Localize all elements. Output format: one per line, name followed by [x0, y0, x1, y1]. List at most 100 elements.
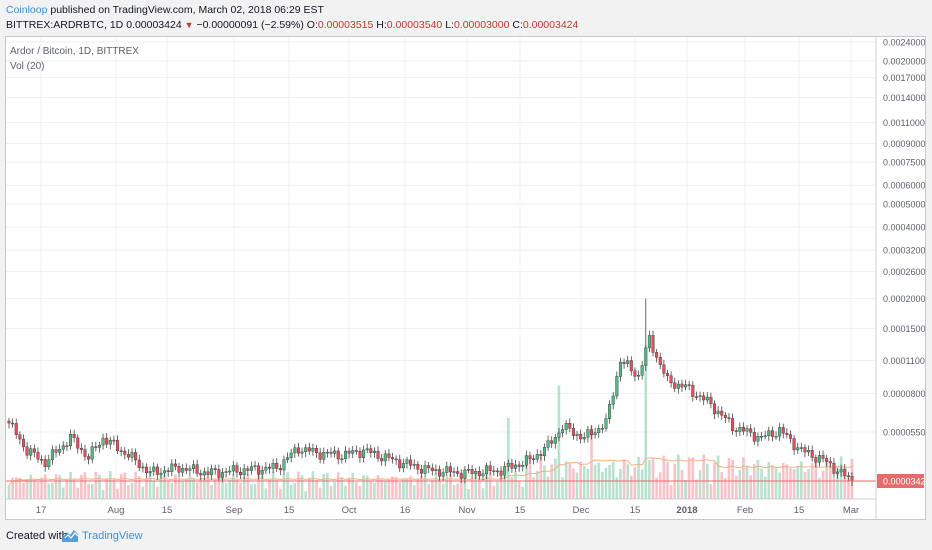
candle-body — [796, 447, 800, 451]
volume-bar — [333, 482, 336, 499]
candle-body — [173, 463, 177, 467]
volume-bar — [156, 486, 159, 499]
x-tick-label: 15 — [630, 505, 641, 516]
candle-body — [144, 466, 148, 474]
volume-bar — [127, 485, 130, 499]
volume-bar — [478, 479, 481, 499]
candle-body — [600, 428, 604, 430]
volume-bar — [800, 461, 803, 499]
volume-bar — [322, 473, 326, 499]
volume-bar — [691, 457, 695, 499]
volume-bar — [192, 478, 195, 499]
candle-body — [65, 445, 69, 447]
candle-body — [763, 435, 767, 437]
candle-body — [170, 463, 174, 472]
candle-body — [112, 439, 116, 442]
candle-body — [405, 459, 409, 464]
candle-body — [810, 450, 814, 458]
volume-bar — [282, 474, 286, 499]
tradingview-link[interactable]: TradingView — [82, 530, 143, 542]
candle-body — [220, 472, 224, 478]
volume-bar — [69, 471, 72, 499]
candle-body — [749, 428, 753, 433]
candle-body — [192, 464, 196, 470]
candle-body — [524, 455, 528, 466]
candle-body — [365, 448, 369, 451]
volume-bar — [369, 480, 373, 499]
tradingview-logo-icon[interactable] — [62, 528, 78, 542]
candle-body — [550, 440, 554, 444]
candle-body — [821, 455, 825, 459]
volume-bar — [832, 476, 836, 499]
volume-bar — [148, 472, 152, 499]
candle-body — [481, 473, 485, 477]
candle-body — [568, 423, 572, 429]
volume-bar — [445, 475, 449, 499]
volume-bar — [246, 473, 250, 499]
candle-body — [716, 410, 720, 414]
candle-body — [195, 464, 199, 474]
volume-bar — [206, 476, 210, 499]
candle-body — [296, 447, 300, 454]
volume-bar — [275, 479, 279, 499]
author-link[interactable]: Coinloop — [6, 4, 48, 16]
candle-body — [738, 427, 742, 432]
volume-bar — [557, 385, 561, 499]
candle-body — [850, 475, 854, 482]
volume-bar — [228, 480, 232, 499]
volume-bar — [213, 478, 217, 499]
volume-bar — [839, 456, 843, 499]
volume-bar — [76, 487, 80, 499]
candle-body — [47, 459, 51, 467]
candle-body — [224, 471, 228, 473]
candle-body — [713, 403, 717, 414]
candle-body — [691, 384, 695, 397]
volume-bar — [709, 484, 713, 499]
candle-body — [369, 448, 373, 454]
candle-body — [817, 455, 821, 463]
volume-indicator-label[interactable]: Vol (20) — [10, 61, 45, 72]
volume-bar — [307, 477, 311, 499]
volume-bar — [720, 472, 724, 499]
candle-body — [438, 469, 442, 477]
volume-bar — [575, 472, 579, 499]
candle-body — [608, 404, 612, 419]
volume-bar — [637, 457, 640, 499]
volume-bar — [427, 483, 430, 499]
volume-ma-line — [8, 457, 853, 486]
candle-body — [137, 459, 141, 468]
volume-bar — [564, 461, 568, 499]
candle-body — [354, 450, 358, 452]
candle-body — [535, 454, 539, 460]
volume-bar — [684, 479, 687, 499]
volume-bar — [123, 472, 127, 499]
volume-bar — [109, 471, 112, 499]
volume-bar — [391, 476, 394, 499]
volume-bar — [463, 475, 467, 499]
candle-body — [510, 462, 514, 469]
candle-body — [141, 466, 145, 469]
volume-bar — [380, 479, 383, 499]
candle-body — [788, 434, 792, 439]
candle-body — [644, 347, 648, 366]
volume-bar — [177, 478, 181, 499]
volume-bar — [423, 477, 427, 499]
candle-body — [470, 469, 474, 474]
volume-bar — [561, 477, 564, 499]
candle-body — [333, 450, 337, 454]
x-tick-label: 17 — [36, 505, 47, 516]
candle-body — [394, 458, 398, 461]
volume-bar — [29, 474, 33, 499]
candle-body — [383, 453, 387, 462]
volume-bar — [818, 477, 821, 499]
volume-bar — [152, 481, 156, 499]
candle-body — [756, 436, 760, 442]
volume-bar — [431, 480, 434, 499]
candle-body — [271, 462, 275, 469]
